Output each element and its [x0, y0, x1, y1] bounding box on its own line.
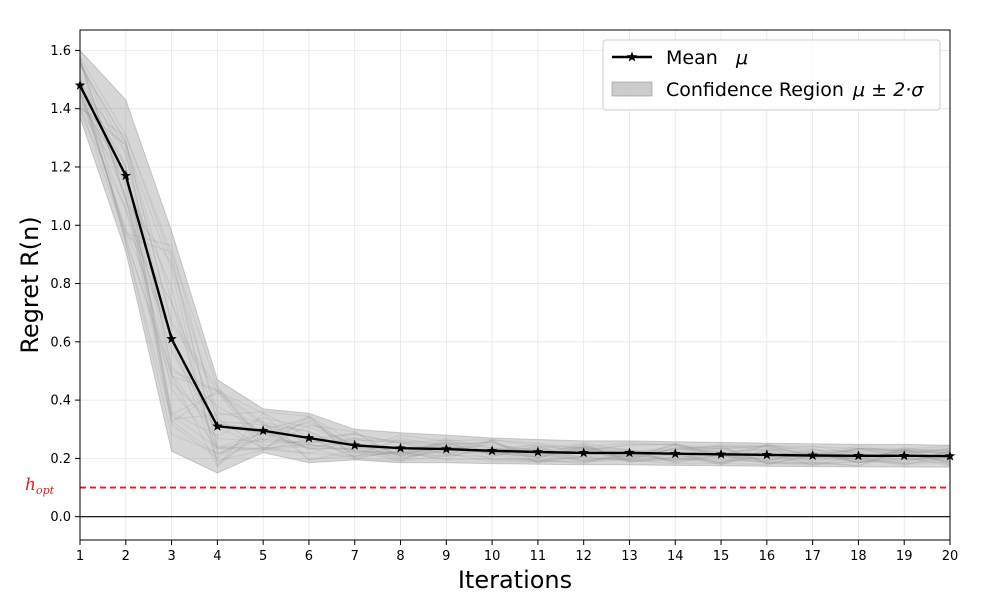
legend-mean-marker [626, 51, 638, 62]
mean-point-marker [624, 447, 635, 458]
mean-point-marker [166, 333, 177, 344]
mean-point-marker [715, 448, 727, 459]
x-axis-ticks: 1 2 3 4 5 6 7 8 9 10 11 12 13 14 15 16 17 18 19 20 [76, 540, 958, 564]
x-tick-label: 19 [896, 549, 913, 564]
individual-run-line [79, 107, 951, 468]
x-tick-label: 12 [575, 549, 592, 564]
x-tick-label: 5 [259, 549, 267, 564]
mean-point-marker [120, 170, 132, 181]
legend-confidence-label: Confidence Region [666, 79, 844, 101]
mean-point-marker [578, 447, 589, 458]
x-tick-label: 13 [621, 549, 638, 564]
x-tick-label: 16 [759, 549, 776, 564]
mean-point-marker [898, 450, 910, 461]
x-tick-label: 8 [396, 549, 404, 564]
plot-frame [79, 29, 951, 541]
x-tick-label: 20 [942, 549, 959, 564]
legend: Mean μ Confidence Region μ ± 2·σ [602, 39, 941, 111]
y-tick-label: 0.0 [50, 510, 71, 525]
y-tick-label: 1.6 [50, 44, 71, 59]
x-tick-label: 9 [442, 549, 450, 564]
y-tick-label: 0.8 [50, 277, 71, 292]
x-tick-label: 6 [305, 549, 313, 564]
h-opt-subscript: opt [36, 484, 55, 497]
x-tick-label: 11 [530, 549, 547, 564]
mean-series [74, 79, 956, 461]
individual-run-line [79, 94, 951, 466]
x-tick-label: 7 [351, 549, 359, 564]
individual-run-line [79, 83, 951, 456]
individual-run-line [79, 94, 951, 464]
x-tick-label: 1 [76, 549, 84, 564]
x-tick-label: 17 [804, 549, 821, 564]
x-tick-label: 3 [167, 549, 175, 564]
individual-run-line [79, 61, 951, 463]
individual-run-line [79, 58, 951, 463]
individual-run-line [79, 64, 951, 467]
x-tick-label: 18 [850, 549, 867, 564]
mean-point-marker [670, 448, 681, 459]
mean-point-marker [212, 420, 223, 431]
legend-mean-label: Mean [666, 47, 718, 69]
individual-run-line [79, 85, 951, 464]
mean-line [78, 84, 951, 458]
x-tick-label: 14 [667, 549, 684, 564]
mean-point-marker [853, 450, 864, 461]
mean-point-marker [807, 449, 818, 460]
y-tick-label: 0.2 [50, 452, 71, 467]
y-axis-ticks: 0.0 0.2 0.4 0.6 0.8 1.0 1.2 1.4 1.6 [50, 44, 80, 525]
individual-run-line [79, 56, 951, 465]
mean-point-marker [257, 425, 269, 436]
individual-run-line [79, 85, 951, 467]
x-tick-label: 2 [122, 549, 130, 564]
x-tick-label: 10 [484, 549, 501, 564]
h-opt-label: hopt [25, 475, 55, 497]
mean-point-marker [761, 449, 773, 460]
individual-run-line [79, 64, 951, 464]
y-axis-label: Regret R(n) [16, 216, 44, 353]
individual-run-line [79, 61, 951, 466]
mean-point-marker [395, 442, 406, 453]
legend-confidence-swatch [611, 81, 653, 97]
legend-mean-symbol: μ [735, 47, 748, 69]
mean-point-marker [486, 445, 498, 456]
individual-run-line [79, 61, 951, 464]
individual-run-line [79, 75, 951, 466]
mean-point-marker [441, 443, 452, 454]
mean-point-marker [303, 432, 315, 443]
legend-confidence-symbol: μ ± 2·σ [852, 79, 924, 101]
individual-run-line [79, 79, 951, 467]
mean-point-marker [532, 446, 544, 457]
individual-run-line [79, 106, 951, 463]
y-tick-label: 0.6 [50, 335, 71, 350]
legend-box [602, 39, 941, 111]
y-tick-label: 0.4 [50, 394, 71, 409]
individual-run-line [79, 92, 951, 467]
h-opt-main: h [25, 475, 36, 495]
mean-point-marker [349, 439, 360, 450]
y-tick-label: 1.0 [50, 219, 71, 234]
y-tick-label: 1.2 [50, 160, 71, 175]
reference-lines [80, 486, 950, 518]
y-tick-label: 1.4 [50, 102, 71, 117]
individual-run-line [79, 88, 951, 464]
individual-run-line [79, 111, 951, 464]
individual-run-line [79, 91, 951, 461]
x-tick-label: 15 [713, 549, 730, 564]
x-tick-label: 4 [213, 549, 221, 564]
x-axis-label: Iterations [458, 566, 572, 594]
